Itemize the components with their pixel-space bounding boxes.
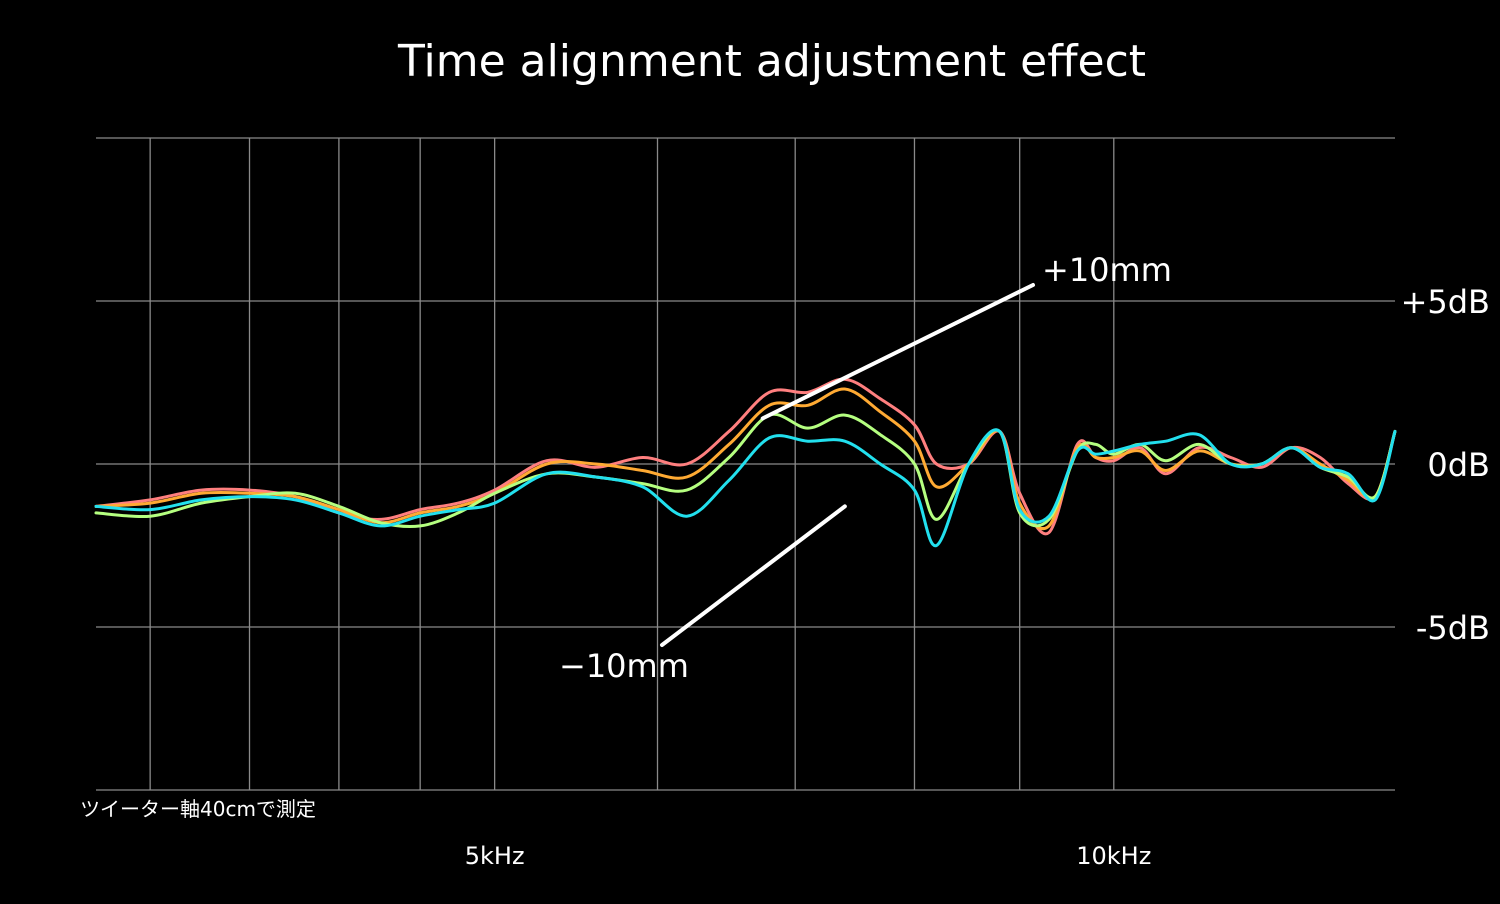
annotation-label-plus10mm: +10mm: [1042, 251, 1172, 289]
axis-labels: 5kHz 10kHz +5dB 0dB -5dB: [465, 283, 1490, 870]
annotation-label-minus10mm: −10mm: [559, 647, 689, 685]
chart-title: Time alignment adjustment effect: [397, 36, 1146, 87]
y-tick-label: 0dB: [1427, 446, 1490, 484]
x-tick-label: 10kHz: [1076, 842, 1151, 870]
y-tick-label: +5dB: [1401, 283, 1490, 321]
x-tick-label: 5kHz: [465, 842, 525, 870]
series-line-3: [94, 428, 1397, 548]
series-lines: [94, 377, 1397, 548]
annotation-leader-plus10mm: [760, 283, 1035, 421]
measurement-note: ツイーター軸40cmで測定: [80, 797, 316, 821]
series-line-0: [94, 377, 1397, 536]
annotation-leader-minus10mm: [660, 504, 847, 647]
y-tick-label: -5dB: [1416, 609, 1490, 647]
annotations: +10mm −10mm: [559, 251, 1172, 685]
